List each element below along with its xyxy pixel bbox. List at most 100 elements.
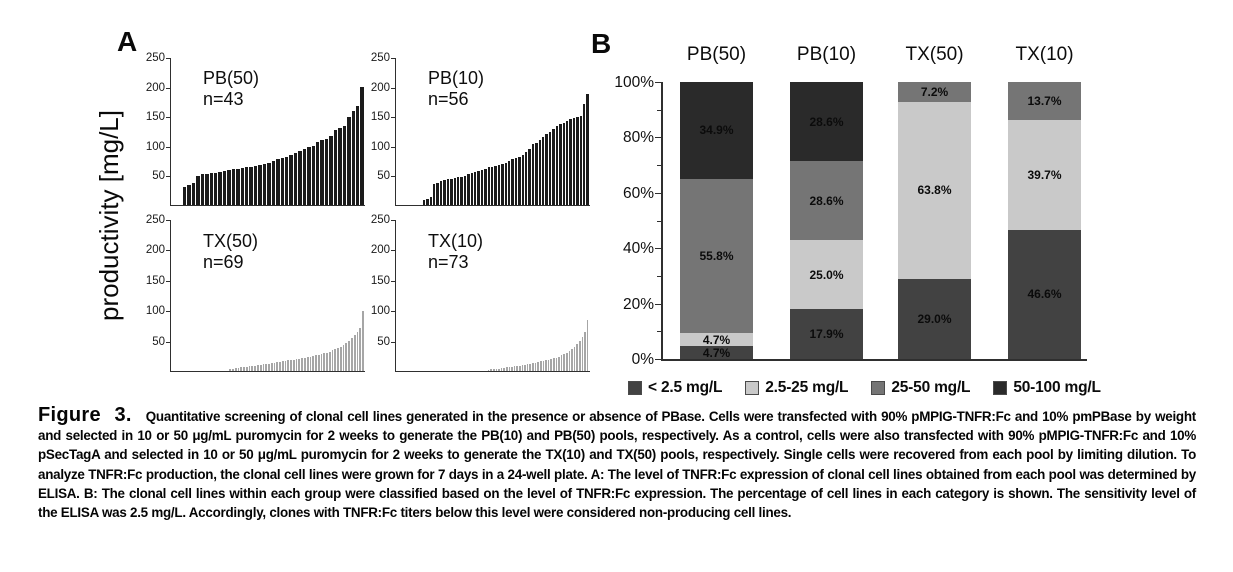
clone-bar	[337, 348, 339, 371]
clone-bar	[323, 353, 326, 371]
clone-bar	[460, 176, 463, 205]
clone-bar	[552, 128, 555, 205]
clone-bar	[262, 364, 265, 371]
stacked-bar-TX(50): 29.0% 63.8% 7.2%	[898, 82, 971, 359]
clone-bar	[521, 155, 525, 205]
subplot-pb50	[170, 58, 365, 206]
clone-bar	[362, 310, 364, 371]
clone-bar	[218, 172, 222, 205]
clone-bar	[550, 358, 552, 371]
subplot-pb50-annotation: PB(50) n=43	[203, 68, 259, 109]
y-tick-label: 250	[145, 52, 165, 64]
clone-bar	[312, 355, 315, 371]
clone-bar	[470, 173, 473, 205]
percent-tick-label: 40%	[622, 240, 654, 258]
clone-bar	[309, 356, 312, 371]
y-tick-label: 50	[152, 335, 165, 348]
stack-segment: 4.7%	[680, 333, 753, 346]
clone-bar	[562, 122, 565, 205]
clone-bar	[443, 180, 446, 205]
clone-bar	[268, 363, 270, 371]
y-tick-mark	[391, 58, 395, 59]
clone-bar	[248, 366, 251, 371]
clone-bar	[320, 140, 324, 205]
clone-bar	[356, 331, 359, 371]
clone-bar	[555, 125, 559, 205]
percent-tick-label: 80%	[622, 129, 654, 147]
clone-bar	[566, 352, 568, 371]
stack-segment: 13.7%	[1008, 82, 1081, 120]
segment-value-label: 17.9%	[809, 327, 844, 342]
segment-value-label: 34.9%	[699, 123, 734, 138]
clone-bar	[259, 364, 262, 371]
clone-bar	[292, 359, 295, 371]
clone-bar	[513, 366, 516, 371]
clone-bar	[552, 358, 555, 371]
clone-bar	[273, 362, 276, 371]
clone-bar	[213, 172, 218, 205]
clone-bar	[187, 185, 191, 205]
clone-bar	[253, 166, 258, 205]
pool-name: PB(10)	[428, 68, 485, 88]
clone-bar	[293, 153, 298, 205]
clone-bar	[492, 369, 495, 371]
stack-segment: 46.6%	[1008, 229, 1081, 359]
clone-bar	[338, 127, 342, 205]
legend-swatch	[993, 381, 1008, 395]
clone-bar	[500, 367, 503, 371]
y-tick-mark	[166, 146, 170, 148]
clone-bar	[262, 163, 267, 205]
clone-bar	[243, 367, 245, 371]
clone-bar	[436, 182, 439, 205]
clone-bar	[529, 363, 532, 371]
clone-bar	[559, 123, 562, 205]
clone-bar	[582, 103, 586, 205]
clone-bar	[279, 361, 281, 371]
segment-value-label: 4.7%	[702, 345, 731, 360]
percent-tick-label: 20%	[622, 295, 654, 313]
clone-bar	[182, 187, 187, 205]
figure-caption: Figure 3. Quantitative screening of clona…	[38, 405, 1196, 522]
percent-tick-mark	[655, 248, 661, 250]
clone-bar	[535, 143, 538, 205]
clone-bar	[342, 126, 347, 205]
segment-value-label: 63.8%	[917, 183, 952, 198]
clone-bar	[560, 355, 563, 371]
y-tick-mark	[391, 176, 395, 178]
clone-bar	[463, 175, 467, 205]
legend-item: 50-100 mg/L	[993, 379, 1101, 397]
y-tick-label: 200	[145, 244, 165, 257]
clone-bar	[249, 166, 253, 205]
clone-bar	[480, 169, 484, 205]
segment-value-label: 7.2%	[920, 84, 949, 99]
y-tick-mark	[166, 311, 170, 313]
clone-bar	[422, 200, 426, 205]
stack-segment: 29.0%	[898, 278, 971, 359]
clone-bar	[511, 366, 513, 371]
segment-value-label: 13.7%	[1027, 93, 1062, 108]
percent-tick-mark	[655, 137, 661, 139]
clone-bar	[281, 361, 284, 371]
clone-bar	[317, 354, 320, 371]
y-tick-label: 150	[370, 274, 390, 287]
clone-bar	[490, 166, 494, 205]
clone-bar	[256, 364, 259, 371]
clone-bar	[426, 199, 429, 205]
y-tick-mark	[166, 341, 170, 343]
caption-text: Quantitative screening of clonal cell li…	[38, 409, 1196, 482]
y-tick-mark	[391, 146, 395, 148]
y-tick-mark	[391, 280, 395, 282]
clone-bar	[487, 167, 490, 205]
clone-bar	[196, 175, 200, 205]
y-tick-mark	[166, 176, 170, 178]
clone-bar	[209, 173, 213, 205]
segment-value-label: 28.6%	[809, 193, 844, 208]
caption-text: B	[83, 485, 94, 501]
clone-bar	[576, 344, 579, 371]
stack-segment: 63.8%	[898, 101, 971, 279]
percent-minor-tick	[657, 220, 661, 222]
y-tick-mark	[391, 87, 395, 89]
clone-bar	[236, 168, 240, 205]
clone-bar	[334, 349, 337, 371]
